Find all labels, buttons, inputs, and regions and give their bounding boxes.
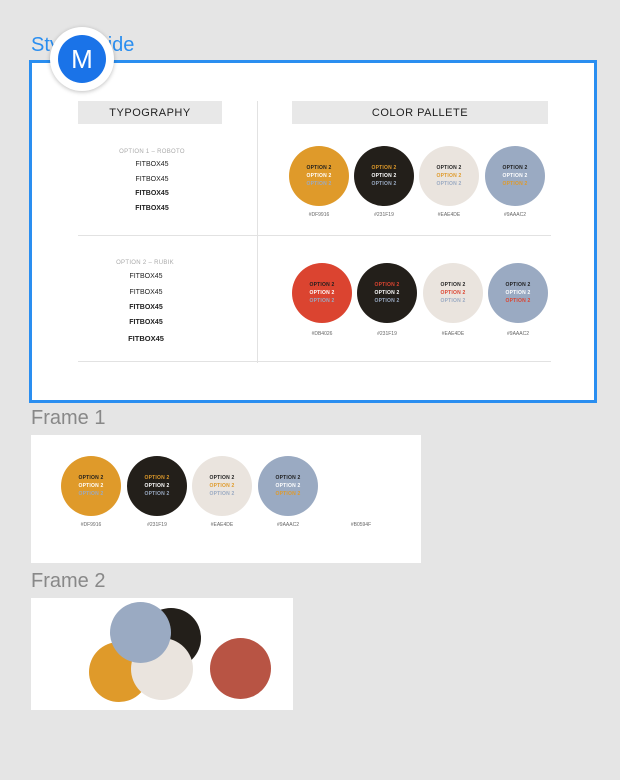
option1-label: OPTION 1 – ROBOTO [119,149,185,155]
swatch-hex-label: #EAE4DE [441,331,465,337]
blue-circle [110,602,171,663]
typography-header: TYPOGRAPHY [78,101,222,124]
option1-sample-bold: FITBOX45 [135,205,169,212]
color-swatch: OPTION 2 OPTION 2 OPTION 2 [292,263,352,323]
swatch-option-text: OPTION 2 [436,173,462,179]
option1-sample-semibold: FITBOX45 [135,190,169,197]
swatch-option-text: OPTION 2 [440,298,466,304]
swatch-option-text: OPTION 2 [78,475,104,481]
swatch-option-text: OPTION 2 [306,173,332,179]
swatch-option-text: OPTION 2 [78,483,104,489]
swatch-option-text: OPTION 2 [144,491,170,497]
frame2[interactable] [31,598,293,710]
swatch-hex-label: #231F19 [374,212,394,218]
swatch-option-text: OPTION 2 [440,290,466,296]
swatch-option-text: OPTION 2 [275,475,301,481]
swatch-hex-label: #231F19 [147,522,167,528]
bottom-divider [78,361,551,362]
user-avatar[interactable]: M [50,27,114,91]
swatch-option-text: OPTION 2 [374,290,400,296]
avatar-initial: M [58,35,106,83]
option1-sample-regular: FITBOX45 [135,161,169,168]
swatch-hex-label: #EAE4DE [437,212,461,218]
swatch-hex-label: #DB4026 [311,331,333,337]
color-swatch: OPTION 2 OPTION 2 OPTION 2 [485,146,545,206]
swatch-option-text: OPTION 2 [309,282,335,288]
swatch-option-text: OPTION 2 [209,475,235,481]
swatch-option-text: OPTION 2 [505,282,531,288]
color-swatch: OPTION 2 OPTION 2 OPTION 2 [357,263,417,323]
swatch-option-text: OPTION 2 [275,483,301,489]
option2-sample-black: FITBOX45 [128,334,164,343]
color-swatch: OPTION 2 OPTION 2 OPTION 2 [258,456,318,516]
swatch-option-text: OPTION 2 [502,173,528,179]
swatch-option-text: OPTION 2 [440,282,466,288]
swatch-hex-label: #DF9916 [80,522,102,528]
swatch-option-text: OPTION 2 [371,165,397,171]
option2-sample-medium: FITBOX45 [129,289,163,296]
swatch-option-text: OPTION 2 [306,181,332,187]
swatch-option-text: OPTION 2 [144,483,170,489]
style-guide-frame[interactable]: TYPOGRAPHY COLOR PALLETE OPTION 1 – ROBO… [29,60,597,403]
option2-sample-bold: FITBOX45 [129,319,163,326]
color-swatch: OPTION 2 OPTION 2 OPTION 2 [192,456,252,516]
swatch-option-text: OPTION 2 [374,298,400,304]
swatch-hex-label: #DF9916 [308,212,330,218]
horizontal-divider [78,235,551,236]
color-swatch: OPTION 2 OPTION 2 OPTION 2 [419,146,479,206]
swatch-option-text: OPTION 2 [436,165,462,171]
color-palette-header: COLOR PALLETE [292,101,548,124]
rust-circle [210,638,271,699]
swatch-option-text: OPTION 2 [209,483,235,489]
swatch-hex-label: #9AAAC2 [277,522,299,528]
vertical-divider [257,101,258,363]
color-swatch: OPTION 2 OPTION 2 OPTION 2 [289,146,349,206]
option1-sample-medium: FITBOX45 [135,176,169,183]
swatch-option-text: OPTION 2 [371,181,397,187]
option2-label: OPTION 2 – RUBIK [116,260,174,266]
swatch-option-text: OPTION 2 [502,181,528,187]
swatch-hex-label: #EAE4DE [210,522,234,528]
swatch-option-text: OPTION 2 [374,282,400,288]
swatch-option-text: OPTION 2 [309,298,335,304]
swatch-option-text: OPTION 2 [275,491,301,497]
swatch-option-text: OPTION 2 [309,290,335,296]
swatch-option-text: OPTION 2 [436,181,462,187]
color-swatch: OPTION 2 OPTION 2 OPTION 2 [127,456,187,516]
swatch-option-text: OPTION 2 [502,165,528,171]
swatch-hex-label: #231F19 [377,331,397,337]
swatch-option-text: OPTION 2 [209,491,235,497]
frame1-title[interactable]: Frame 1 [31,407,106,429]
swatch-option-text: OPTION 2 [371,173,397,179]
swatch-option-text: OPTION 2 [306,165,332,171]
swatch-hex-label: #9AAAC2 [504,212,526,218]
color-swatch: OPTION 2 OPTION 2 OPTION 2 [354,146,414,206]
option2-sample-semibold: FITBOX45 [129,304,163,311]
swatch-hex-label: #9AAAC2 [507,331,529,337]
frame2-title[interactable]: Frame 2 [31,570,106,592]
color-swatch: OPTION 2 OPTION 2 OPTION 2 [423,263,483,323]
swatch-option-text: OPTION 2 [505,290,531,296]
swatch-option-text: OPTION 2 [505,298,531,304]
option2-sample-regular: FITBOX45 [129,273,163,280]
color-swatch: OPTION 2 OPTION 2 OPTION 2 [61,456,121,516]
swatch-option-text: OPTION 2 [78,491,104,497]
frame1-extra-hex: #B0594F [350,522,372,528]
swatch-option-text: OPTION 2 [144,475,170,481]
color-swatch: OPTION 2 OPTION 2 OPTION 2 [488,263,548,323]
